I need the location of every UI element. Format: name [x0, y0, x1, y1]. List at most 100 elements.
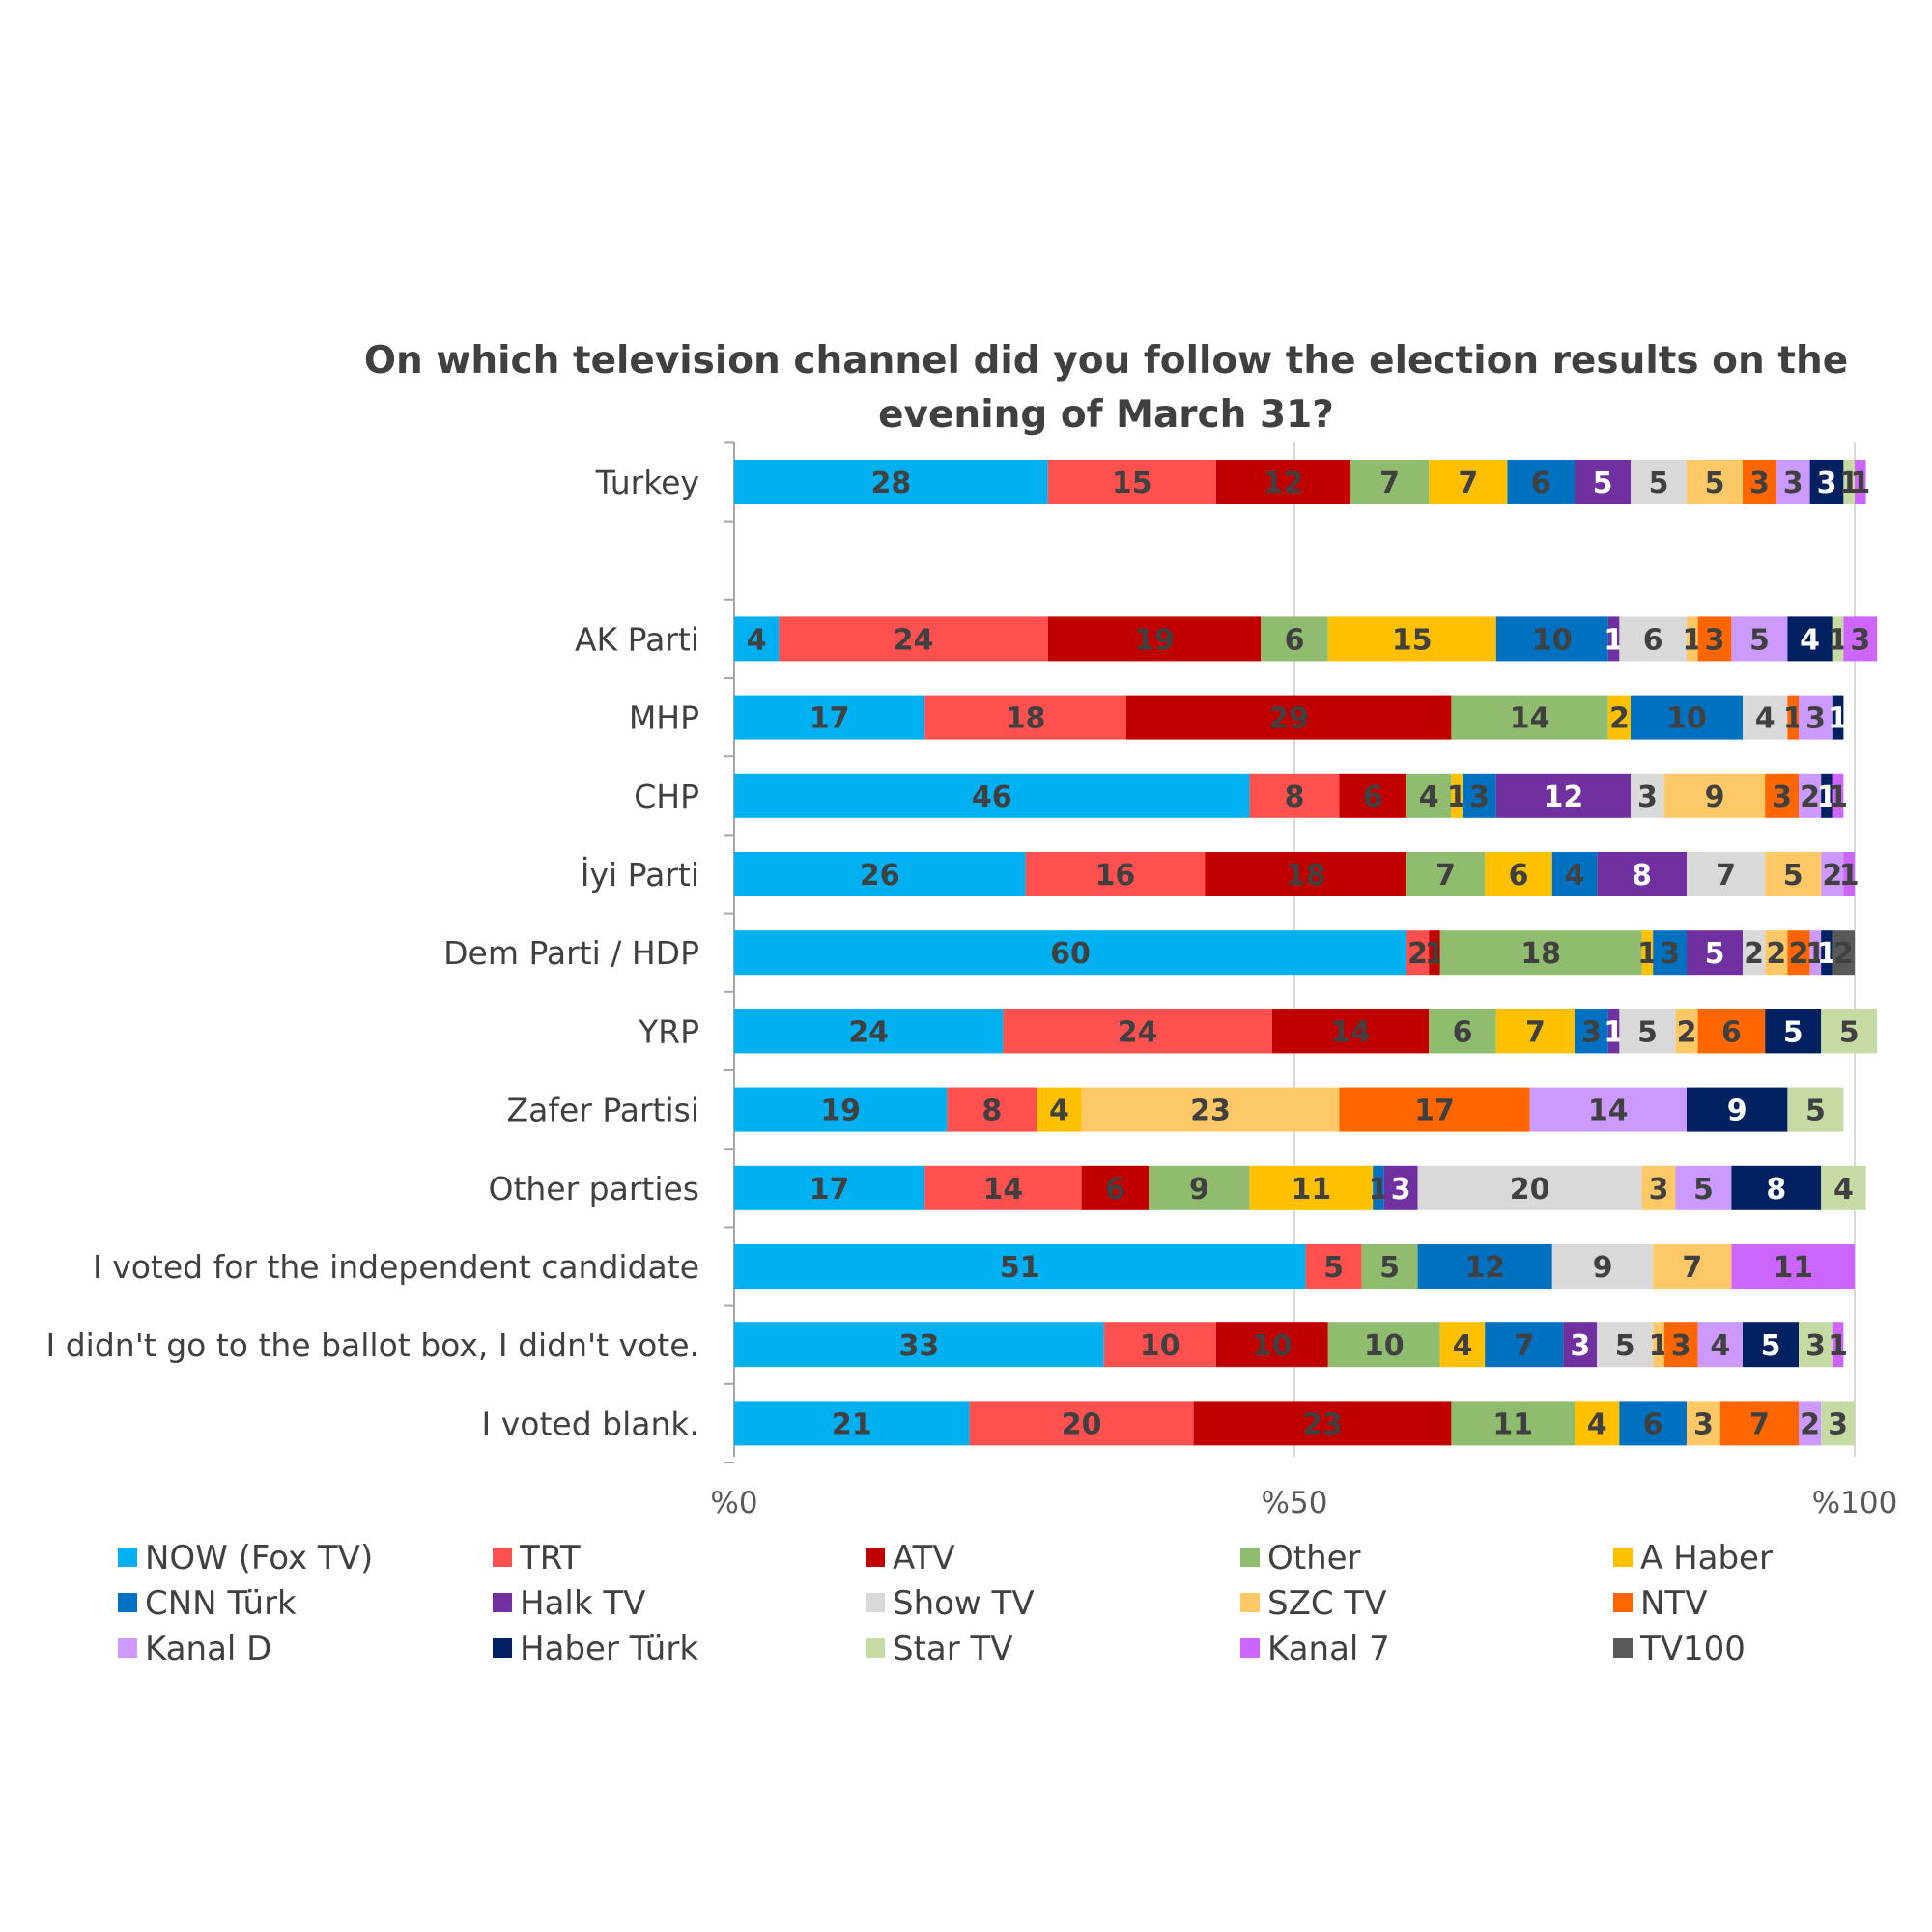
bar-segment	[1799, 1322, 1833, 1368]
bar-segment	[734, 1401, 970, 1446]
bar-segment	[1653, 1322, 1664, 1368]
bar-segment	[1215, 1322, 1328, 1368]
data-label: 5	[1649, 467, 1669, 500]
data-label: 1	[1828, 781, 1848, 814]
data-label: 29	[1268, 702, 1309, 736]
data-label: 3	[1570, 1329, 1590, 1363]
bar-segment	[734, 1009, 1004, 1054]
legend-item: NOW (Fox TV)	[118, 1539, 373, 1577]
legend-item: CNN Türk	[118, 1584, 297, 1623]
data-label: 20	[1062, 1407, 1102, 1441]
legend-swatch	[1240, 1548, 1260, 1567]
bar-segment	[1361, 1244, 1418, 1289]
bar-segment	[1641, 930, 1654, 976]
data-label: 3	[1671, 1329, 1691, 1363]
data-label: 19	[1134, 623, 1175, 657]
data-label: 16	[1095, 859, 1136, 893]
bar-segment	[1451, 1401, 1575, 1446]
bar-segment	[1406, 773, 1452, 818]
bar-segment	[1495, 773, 1631, 818]
data-label: 4	[1453, 1329, 1473, 1363]
bar-segment	[1821, 773, 1833, 818]
bar-segment	[1765, 930, 1788, 976]
data-label: 1	[1828, 702, 1848, 736]
data-label: 14	[1588, 1094, 1629, 1128]
bar-segment	[1832, 616, 1844, 662]
bar-segment	[1832, 930, 1855, 976]
bar-segment	[1429, 930, 1440, 976]
data-label: 33	[899, 1329, 940, 1363]
bar-segment	[734, 695, 925, 740]
data-label: 12	[1264, 467, 1304, 500]
data-label: 1	[1369, 1173, 1389, 1207]
legend-item: Haber Türk	[493, 1630, 698, 1668]
x-tick-label: %0	[710, 1486, 757, 1520]
data-label: 4	[747, 623, 767, 657]
bar-segment	[1687, 1401, 1720, 1446]
data-label: 7	[1458, 467, 1478, 500]
legend-swatch	[118, 1548, 137, 1567]
data-label: 3	[1660, 937, 1680, 971]
data-label: 4	[1800, 623, 1820, 657]
data-label: 21	[832, 1407, 872, 1441]
legend-swatch	[1613, 1548, 1633, 1567]
bar-segment	[1675, 1009, 1698, 1054]
data-label: 17	[810, 1173, 850, 1207]
data-label: 3	[1850, 623, 1870, 657]
bar-segment	[1439, 1322, 1486, 1368]
data-label: 9	[1189, 1173, 1209, 1207]
bar-segment	[1832, 695, 1844, 740]
category-label: Dem Parti / HDP	[443, 934, 699, 972]
data-label: 28	[871, 467, 912, 500]
bar-segment	[1047, 460, 1216, 504]
legend-swatch	[493, 1548, 512, 1567]
data-label: 8	[981, 1094, 1002, 1128]
data-label: 3	[1637, 781, 1658, 814]
bar-segment	[1081, 1165, 1150, 1210]
bar-segment	[1205, 852, 1406, 896]
bar-segment	[734, 930, 1406, 976]
data-label: 1	[1805, 937, 1826, 971]
data-label: 9	[1727, 1094, 1747, 1128]
data-label: 4	[1419, 781, 1439, 814]
bar-segment	[1037, 1087, 1082, 1132]
legend-swatch	[866, 1548, 885, 1567]
legend-label: Show TV	[893, 1584, 1035, 1623]
category-label: CHP	[634, 778, 699, 815]
legend-label: Star TV	[893, 1630, 1013, 1668]
data-label: 6	[1643, 623, 1663, 657]
data-label: 3	[1805, 702, 1826, 736]
data-label: 1	[1682, 623, 1702, 657]
bar-segment	[924, 1165, 1082, 1210]
bar-segment	[1417, 1244, 1552, 1289]
data-label: 1	[1839, 467, 1860, 500]
bar-segment	[1406, 930, 1430, 976]
data-label: 4	[1710, 1329, 1730, 1363]
legend-label: CNN Türk	[145, 1584, 297, 1623]
x-tick-label: %100	[1812, 1486, 1898, 1520]
bar-segment	[1271, 1009, 1430, 1054]
bar-segment	[1373, 1165, 1384, 1210]
bar-segment	[1776, 460, 1810, 504]
data-label: 7	[1749, 1407, 1770, 1441]
data-label: 3	[1828, 1407, 1848, 1441]
category-label: Turkey	[595, 464, 699, 501]
legend-item: ATV	[866, 1539, 955, 1577]
bar-segment	[1821, 1165, 1866, 1210]
bar-segment	[1809, 930, 1822, 976]
data-label: 14	[983, 1173, 1024, 1207]
data-label: 14	[1330, 1015, 1371, 1049]
bar-segment	[1126, 695, 1452, 740]
bar-segment	[1451, 773, 1463, 818]
data-label: 4	[1833, 1173, 1854, 1207]
bar-segment	[1406, 852, 1486, 896]
bar-segment	[1731, 1165, 1822, 1210]
legend-swatch	[1240, 1593, 1260, 1612]
data-label: 8	[1285, 781, 1305, 814]
x-axis-ticks: %0 %50 %100	[710, 1486, 1897, 1520]
legend-label: SZC TV	[1267, 1584, 1386, 1623]
bar-segment	[1429, 460, 1508, 504]
data-label: 1	[1850, 467, 1870, 500]
category-label: AK Parti	[575, 620, 699, 658]
